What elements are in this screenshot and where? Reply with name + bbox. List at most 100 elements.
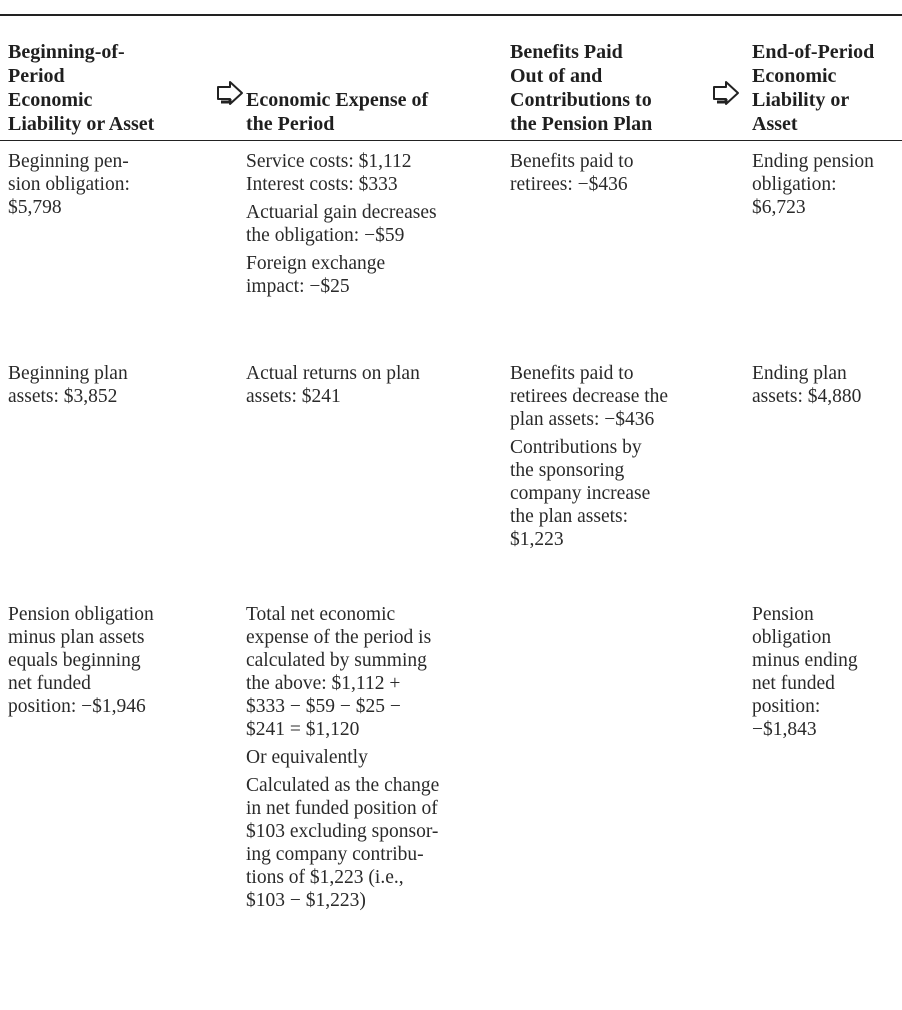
header-line: Period: [8, 65, 65, 87]
header-line: Liability or Asset: [8, 113, 155, 135]
cell-paragraph: Pension obligation minus ending net fund…: [752, 603, 902, 741]
cell-line: equals beginning: [8, 650, 141, 671]
table-top-rule: [0, 14, 902, 16]
cell-line: $103 − $1,223): [246, 890, 366, 911]
cell-paragraph: Ending plan assets: $4,880: [752, 362, 902, 408]
header-line: Out of and: [510, 65, 603, 87]
cell-line: retirees: −$436: [510, 174, 628, 195]
row2-col1-cell: Beginning plan assets: $3,852: [8, 362, 223, 413]
cell-line: minus ending: [752, 650, 858, 671]
cell-line: $241 = $1,120: [246, 719, 360, 740]
cell-line: assets: $4,880: [752, 386, 862, 407]
row1-col4-cell: Ending pension obligation: $6,723: [752, 150, 902, 224]
cell-paragraph: Actuarial gain decreases the obligation:…: [246, 201, 501, 247]
cell-paragraph: Benefits paid to retirees decrease the p…: [510, 362, 730, 431]
cell-line: Interest costs: $333: [246, 174, 398, 195]
header-beginning-of-period: Beginning-of- Period Economic Liability …: [8, 40, 208, 136]
row3-col1-cell: Pension obligation minus plan assets equ…: [8, 603, 233, 723]
cell-line: Ending pension: [752, 151, 874, 172]
cell-line: $5,798: [8, 197, 62, 218]
cell-line: tions of $1,223 (i.e.,: [246, 867, 404, 888]
cell-paragraph: Pension obligation minus plan assets equ…: [8, 603, 233, 718]
cell-line: net funded: [752, 673, 835, 694]
cell-line: minus plan assets: [8, 627, 145, 648]
cell-paragraph: Or equivalently: [246, 746, 506, 769]
cell-line: $333 − $59 − $25 −: [246, 696, 401, 717]
cell-line: plan assets: −$436: [510, 409, 655, 430]
cell-line: the obligation: −$59: [246, 225, 405, 246]
cell-line: Benefits paid to: [510, 151, 634, 172]
cell-paragraph: Ending pension obligation: $6,723: [752, 150, 902, 219]
row2-col3-cell: Benefits paid to retirees decrease the p…: [510, 362, 730, 556]
cell-line: Service costs: $1,112: [246, 151, 412, 172]
header-economic-expense: Economic Expense of the Period: [246, 88, 496, 136]
cell-line: Foreign exchange: [246, 253, 386, 274]
row1-col1-cell: Beginning pen- sion obligation: $5,798: [8, 150, 223, 224]
header-line: Economic Expense of: [246, 89, 429, 111]
header-line: Asset: [752, 113, 798, 135]
cell-line: assets: $241: [246, 386, 341, 407]
cell-line: Actuarial gain decreases: [246, 202, 437, 223]
cell-line: Pension: [752, 604, 814, 625]
cell-paragraph: Contributions by the sponsoring company …: [510, 436, 730, 551]
cell-line: impact: −$25: [246, 276, 350, 297]
cell-line: Total net economic: [246, 604, 396, 625]
row2-col2-cell: Actual returns on plan assets: $241: [246, 362, 501, 413]
cell-line: sion obligation:: [8, 174, 130, 195]
cell-line: Calculated as the change: [246, 775, 440, 796]
cell-line: assets: $3,852: [8, 386, 118, 407]
header-line: Benefits Paid: [510, 41, 623, 63]
cell-line: $6,723: [752, 197, 806, 218]
cell-line: the plan assets:: [510, 506, 629, 527]
cell-paragraph: Total net economic expense of the period…: [246, 603, 506, 741]
row2-col4-cell: Ending plan assets: $4,880: [752, 362, 902, 413]
cell-paragraph: Beginning plan assets: $3,852: [8, 362, 223, 408]
cell-line: position:: [752, 696, 821, 717]
row3-col2-cell: Total net economic expense of the period…: [246, 603, 506, 917]
cell-line: Actual returns on plan: [246, 363, 420, 384]
cell-line: calculated by summing: [246, 650, 427, 671]
cell-line: company increase: [510, 483, 651, 504]
row3-col4-cell: Pension obligation minus ending net fund…: [752, 603, 902, 746]
cell-paragraph: Actual returns on plan assets: $241: [246, 362, 501, 408]
header-end-of-period: End-of-Period Economic Liability or Asse…: [752, 40, 902, 136]
header-line: Economic: [8, 89, 93, 111]
cell-paragraph: Foreign exchange impact: −$25: [246, 252, 501, 298]
cell-line: −$1,843: [752, 719, 817, 740]
header-line: Contributions to: [510, 89, 652, 111]
cell-line: obligation: [752, 627, 832, 648]
row1-col2-cell: Service costs: $1,112 Interest costs: $3…: [246, 150, 501, 303]
header-line: Liability or: [752, 89, 850, 111]
cell-line: position: −$1,946: [8, 696, 146, 717]
cell-line: Pension obligation: [8, 604, 154, 625]
header-rule: [0, 140, 902, 141]
cell-line: in net funded position of: [246, 798, 438, 819]
cell-line: net funded: [8, 673, 91, 694]
cell-paragraph: Benefits paid to retirees: −$436: [510, 150, 730, 196]
cell-line: the above: $1,112 +: [246, 673, 401, 694]
row1-col3-cell: Benefits paid to retirees: −$436: [510, 150, 730, 201]
cell-line: Benefits paid to: [510, 363, 634, 384]
header-line: the Pension Plan: [510, 113, 653, 135]
header-line: Beginning-of-: [8, 41, 125, 63]
cell-line: the sponsoring: [510, 460, 625, 481]
cell-line: Or equivalently: [246, 747, 368, 768]
cell-line: obligation:: [752, 174, 837, 195]
cell-line: Beginning plan: [8, 363, 128, 384]
cell-paragraph: Calculated as the change in net funded p…: [246, 774, 506, 912]
cell-line: Ending plan: [752, 363, 847, 384]
cell-line: $1,223: [510, 529, 564, 550]
header-line: Economic: [752, 65, 837, 87]
header-line: End-of-Period: [752, 41, 875, 63]
cell-paragraph: Service costs: $1,112 Interest costs: $3…: [246, 150, 501, 196]
cell-line: $103 excluding sponsor-: [246, 821, 439, 842]
cell-line: Contributions by: [510, 437, 642, 458]
cell-paragraph: Beginning pen- sion obligation: $5,798: [8, 150, 223, 219]
right-arrow-outline-icon: [217, 81, 243, 105]
right-arrow-outline-icon: [713, 81, 739, 105]
cell-line: Beginning pen-: [8, 151, 129, 172]
header-benefits-paid: Benefits Paid Out of and Contributions t…: [510, 40, 710, 136]
cell-line: ing company contribu-: [246, 844, 424, 865]
header-line: the Period: [246, 113, 335, 135]
cell-line: retirees decrease the: [510, 386, 669, 407]
